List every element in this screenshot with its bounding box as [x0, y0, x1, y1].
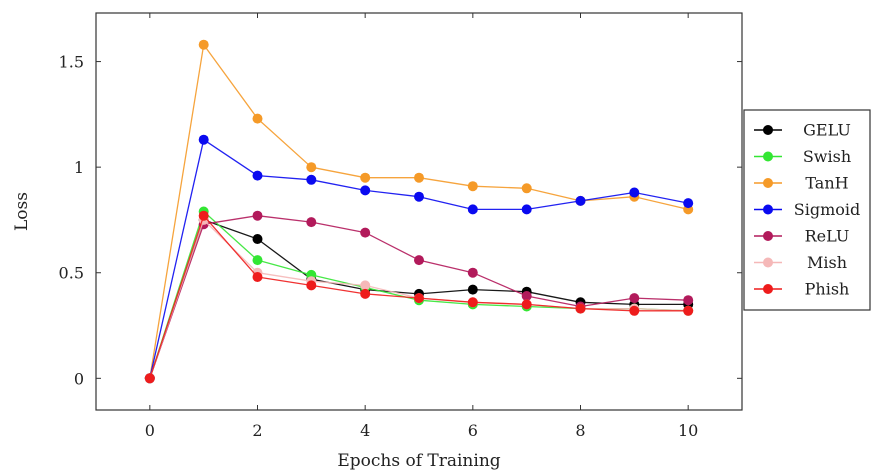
legend-marker — [763, 231, 773, 241]
series-sigmoid — [144, 134, 694, 384]
legend-item-tanh: TanH — [754, 174, 849, 193]
data-point-phish — [467, 297, 478, 308]
legend-item-relu: ReLU — [754, 227, 849, 246]
legend-label: Phish — [805, 280, 850, 299]
data-point-gelu — [467, 284, 478, 295]
data-point-sigmoid — [575, 195, 586, 206]
data-point-tanh — [414, 172, 424, 183]
x-tick-label: 10 — [678, 421, 698, 440]
legend-label: TanH — [805, 174, 848, 193]
data-point-tanh — [306, 162, 317, 173]
x-tick-label: 4 — [360, 421, 370, 440]
data-point-sigmoid — [521, 204, 532, 215]
data-point-relu — [360, 227, 371, 238]
data-point-sigmoid — [198, 134, 209, 145]
data-point-tanh — [467, 181, 478, 192]
data-point-sigmoid — [360, 185, 371, 196]
data-point-swish — [252, 255, 263, 266]
legend: GELU Swish TanH Sigmoid ReLU Mish Phish — [743, 109, 871, 311]
legend-label: Sigmoid — [794, 200, 860, 219]
legend-label: Swish — [803, 147, 851, 166]
series-tanh — [144, 39, 694, 384]
data-point-sigmoid — [629, 187, 640, 198]
data-point-tanh — [252, 113, 263, 124]
x-axis-title: Epochs of Training — [337, 451, 500, 470]
legend-marker — [763, 257, 773, 268]
data-point-phish — [360, 288, 371, 299]
data-point-tanh — [360, 172, 371, 183]
series-group — [144, 39, 694, 384]
legend-item-swish: Swish — [754, 147, 851, 166]
y-tick-label: 0.5 — [59, 264, 84, 283]
data-point-gelu — [252, 234, 263, 244]
x-tick-label: 2 — [252, 421, 262, 440]
data-point-relu — [683, 295, 694, 306]
data-point-sigmoid — [467, 204, 478, 215]
data-point-tanh — [521, 183, 532, 194]
data-point-phish — [198, 210, 209, 221]
series-phish — [144, 210, 694, 384]
legend-marker — [763, 151, 773, 162]
data-point-phish — [521, 299, 532, 310]
legend-label: GELU — [803, 121, 851, 140]
legend-item-mish: Mish — [754, 253, 847, 272]
legend-item-sigmoid: Sigmoid — [754, 200, 860, 219]
data-point-phish — [414, 293, 424, 304]
data-point-relu — [521, 291, 532, 301]
data-point-relu — [414, 255, 424, 266]
legend-marker — [763, 178, 773, 188]
y-tick-label: 1.5 — [59, 53, 84, 72]
x-tick-label: 6 — [468, 421, 478, 440]
legend-marker — [763, 284, 773, 294]
legend-label: Mish — [807, 253, 847, 272]
data-point-relu — [306, 217, 317, 228]
plot-frame — [95, 12, 743, 411]
data-point-relu — [467, 267, 478, 278]
data-point-phish — [306, 280, 317, 291]
data-point-sigmoid — [414, 191, 424, 202]
y-tick-label: 0 — [74, 369, 84, 388]
data-point-relu — [252, 210, 263, 221]
legend-marker — [763, 125, 773, 135]
data-point-relu — [629, 293, 640, 304]
data-point-sigmoid — [252, 170, 263, 181]
y-tick-label: 1 — [74, 158, 84, 177]
axes: 0 2 4 6 8 10 0 0.5 1 1.5 Epochs of Training Loss — [12, 12, 743, 470]
data-point-mish — [360, 280, 371, 291]
data-point-sigmoid — [683, 198, 694, 209]
data-point-phish — [683, 305, 694, 316]
legend-label: ReLU — [805, 227, 850, 246]
y-axis-title: Loss — [12, 192, 32, 231]
legend-marker — [763, 204, 773, 215]
data-point-phish — [629, 305, 640, 316]
x-tick-label: 0 — [145, 421, 155, 440]
series-line-tanh — [149, 44, 689, 379]
legend-item-gelu: GELU — [754, 121, 851, 140]
data-point-sigmoid — [306, 174, 317, 185]
data-point-phish — [575, 303, 586, 314]
data-point-phish — [144, 373, 155, 384]
data-point-phish — [252, 272, 263, 282]
data-point-tanh — [198, 39, 209, 50]
x-tick-label: 8 — [575, 421, 585, 440]
legend-item-phish: Phish — [754, 280, 849, 299]
